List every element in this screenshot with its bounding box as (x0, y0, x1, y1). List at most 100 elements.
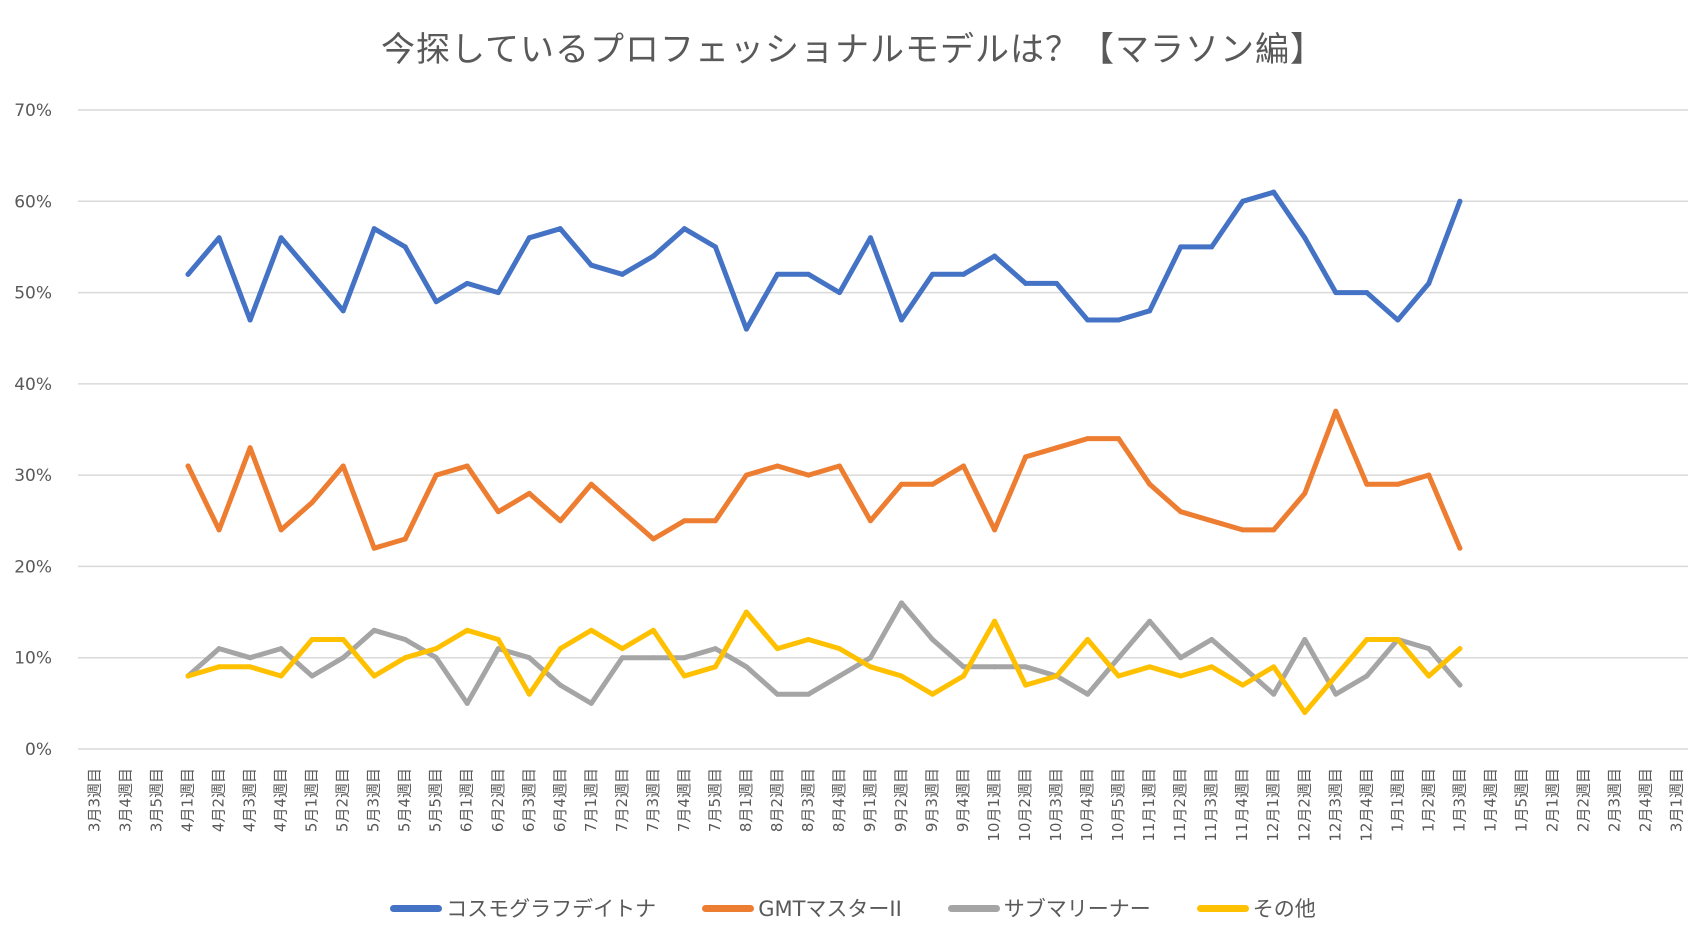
data-point[interactable] (402, 536, 408, 542)
data-point[interactable] (433, 472, 439, 478)
data-point[interactable] (433, 299, 439, 305)
data-point[interactable] (278, 673, 284, 679)
data-point[interactable] (1271, 189, 1277, 195)
data-point[interactable] (1178, 509, 1184, 515)
data-point[interactable] (1333, 408, 1339, 414)
data-point[interactable] (557, 646, 563, 652)
data-point[interactable] (557, 682, 563, 688)
data-point[interactable] (371, 673, 377, 679)
data-point[interactable] (961, 463, 967, 469)
data-point[interactable] (743, 326, 749, 332)
data-point[interactable] (526, 655, 532, 661)
data-point[interactable] (1147, 308, 1153, 314)
data-point[interactable] (1426, 280, 1432, 286)
data-point[interactable] (712, 244, 718, 250)
data-point[interactable] (774, 691, 780, 697)
data-point[interactable] (867, 235, 873, 241)
data-point[interactable] (650, 655, 656, 661)
data-point[interactable] (1178, 655, 1184, 661)
data-point[interactable] (1147, 481, 1153, 487)
data-point[interactable] (340, 463, 346, 469)
data-point[interactable] (712, 646, 718, 652)
data-point[interactable] (743, 664, 749, 670)
data-point[interactable] (278, 527, 284, 533)
data-point[interactable] (961, 673, 967, 679)
data-point[interactable] (1209, 244, 1215, 250)
data-point[interactable] (185, 673, 191, 679)
data-point[interactable] (247, 664, 253, 670)
data-point[interactable] (1023, 280, 1029, 286)
data-point[interactable] (1240, 682, 1246, 688)
data-point[interactable] (557, 226, 563, 232)
data-point[interactable] (495, 636, 501, 642)
data-point[interactable] (495, 646, 501, 652)
data-point[interactable] (805, 636, 811, 642)
data-point[interactable] (867, 518, 873, 524)
data-point[interactable] (1054, 445, 1060, 451)
series-line-3[interactable] (185, 609, 1463, 715)
data-point[interactable] (1364, 290, 1370, 296)
data-point[interactable] (1147, 664, 1153, 670)
data-point[interactable] (1364, 673, 1370, 679)
legend-item-submariner[interactable]: サブマリーナー (947, 893, 1151, 923)
data-point[interactable] (836, 463, 842, 469)
data-point[interactable] (1116, 655, 1122, 661)
data-point[interactable] (588, 481, 594, 487)
data-point[interactable] (309, 673, 315, 679)
data-point[interactable] (340, 655, 346, 661)
data-point[interactable] (650, 253, 656, 259)
data-point[interactable] (930, 691, 936, 697)
data-point[interactable] (1085, 636, 1091, 642)
data-point[interactable] (495, 290, 501, 296)
data-point[interactable] (371, 545, 377, 551)
data-point[interactable] (371, 226, 377, 232)
data-point[interactable] (930, 271, 936, 277)
data-point[interactable] (216, 527, 222, 533)
data-point[interactable] (433, 655, 439, 661)
data-point[interactable] (681, 673, 687, 679)
data-point[interactable] (402, 655, 408, 661)
data-point[interactable] (278, 235, 284, 241)
data-point[interactable] (464, 463, 470, 469)
data-point[interactable] (1271, 664, 1277, 670)
legend-item-gmt-master-ii[interactable]: GMTマスターII (702, 893, 902, 923)
data-point[interactable] (805, 472, 811, 478)
data-point[interactable] (1240, 664, 1246, 670)
data-point[interactable] (619, 271, 625, 277)
data-point[interactable] (588, 700, 594, 706)
data-point[interactable] (247, 317, 253, 323)
data-point[interactable] (992, 527, 998, 533)
data-point[interactable] (836, 646, 842, 652)
data-point[interactable] (309, 271, 315, 277)
data-point[interactable] (1333, 290, 1339, 296)
data-point[interactable] (526, 235, 532, 241)
data-point[interactable] (836, 290, 842, 296)
data-point[interactable] (805, 271, 811, 277)
data-point[interactable] (1178, 673, 1184, 679)
series-line-1[interactable] (185, 408, 1463, 551)
data-point[interactable] (464, 700, 470, 706)
data-point[interactable] (1116, 673, 1122, 679)
data-point[interactable] (836, 673, 842, 679)
data-point[interactable] (1023, 454, 1029, 460)
data-point[interactable] (1054, 673, 1060, 679)
data-point[interactable] (464, 280, 470, 286)
data-point[interactable] (899, 317, 905, 323)
data-point[interactable] (1302, 235, 1308, 241)
data-point[interactable] (1271, 691, 1277, 697)
data-point[interactable] (1302, 636, 1308, 642)
data-point[interactable] (681, 518, 687, 524)
data-point[interactable] (433, 646, 439, 652)
data-point[interactable] (309, 500, 315, 506)
data-point[interactable] (1426, 472, 1432, 478)
data-point[interactable] (899, 481, 905, 487)
data-point[interactable] (899, 673, 905, 679)
data-point[interactable] (930, 481, 936, 487)
data-point[interactable] (712, 664, 718, 670)
data-point[interactable] (1395, 317, 1401, 323)
data-point[interactable] (681, 226, 687, 232)
data-point[interactable] (1302, 709, 1308, 715)
data-point[interactable] (1364, 636, 1370, 642)
data-point[interactable] (1426, 673, 1432, 679)
data-point[interactable] (992, 253, 998, 259)
